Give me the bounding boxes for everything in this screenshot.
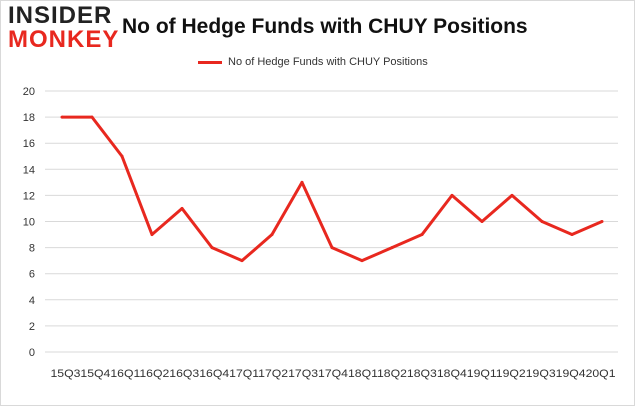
y-tick-label: 10 [23, 217, 35, 229]
logo-line-1: INSIDER [8, 2, 113, 29]
y-tick-label: 8 [29, 243, 35, 255]
data-point [480, 220, 484, 223]
data-point [150, 233, 154, 237]
data-point [390, 246, 394, 250]
chart-title: No of Hedge Funds with CHUY Positions [122, 15, 528, 38]
y-tick-label: 20 [23, 86, 35, 98]
y-tick-label: 4 [29, 295, 35, 307]
x-axis-tick-labels: 15Q315Q416Q116Q216Q316Q417Q117Q217Q317Q4… [51, 368, 616, 380]
y-tick-label: 12 [23, 190, 35, 202]
data-point [300, 180, 304, 184]
logo-line-2: MONKEY [8, 26, 120, 53]
data-point [120, 154, 124, 158]
y-axis: 0 2 4 6 8 10 12 14 16 18 20 [23, 86, 35, 359]
data-point [60, 115, 64, 119]
data-point [270, 233, 274, 237]
y-tick-label: 18 [23, 112, 35, 124]
data-point [240, 259, 244, 263]
data-point [420, 233, 424, 237]
chart-legend: No of Hedge Funds with CHUY Positions [198, 56, 428, 68]
data-point [210, 246, 214, 250]
y-tick-label: 0 [29, 347, 35, 359]
y-tick-label: 14 [23, 164, 35, 176]
y-tick-label: 2 [29, 321, 35, 333]
series-layer [60, 115, 604, 263]
series-line-0 [62, 115, 603, 263]
data-point [570, 233, 574, 237]
insider-monkey-logo: INSIDER MONKEY [8, 2, 120, 54]
data-point [450, 193, 454, 197]
data-point [540, 220, 544, 223]
data-point [330, 246, 334, 250]
y-tick-label: 6 [29, 269, 35, 281]
data-point [510, 193, 514, 197]
data-point [90, 115, 94, 119]
grid-lines [45, 90, 618, 353]
y-tick-label: 16 [23, 138, 35, 150]
data-point [360, 259, 364, 263]
data-point [600, 220, 604, 223]
legend-swatch [198, 60, 222, 64]
legend-label: No of Hedge Funds with CHUY Positions [228, 56, 428, 68]
data-point [180, 206, 184, 210]
